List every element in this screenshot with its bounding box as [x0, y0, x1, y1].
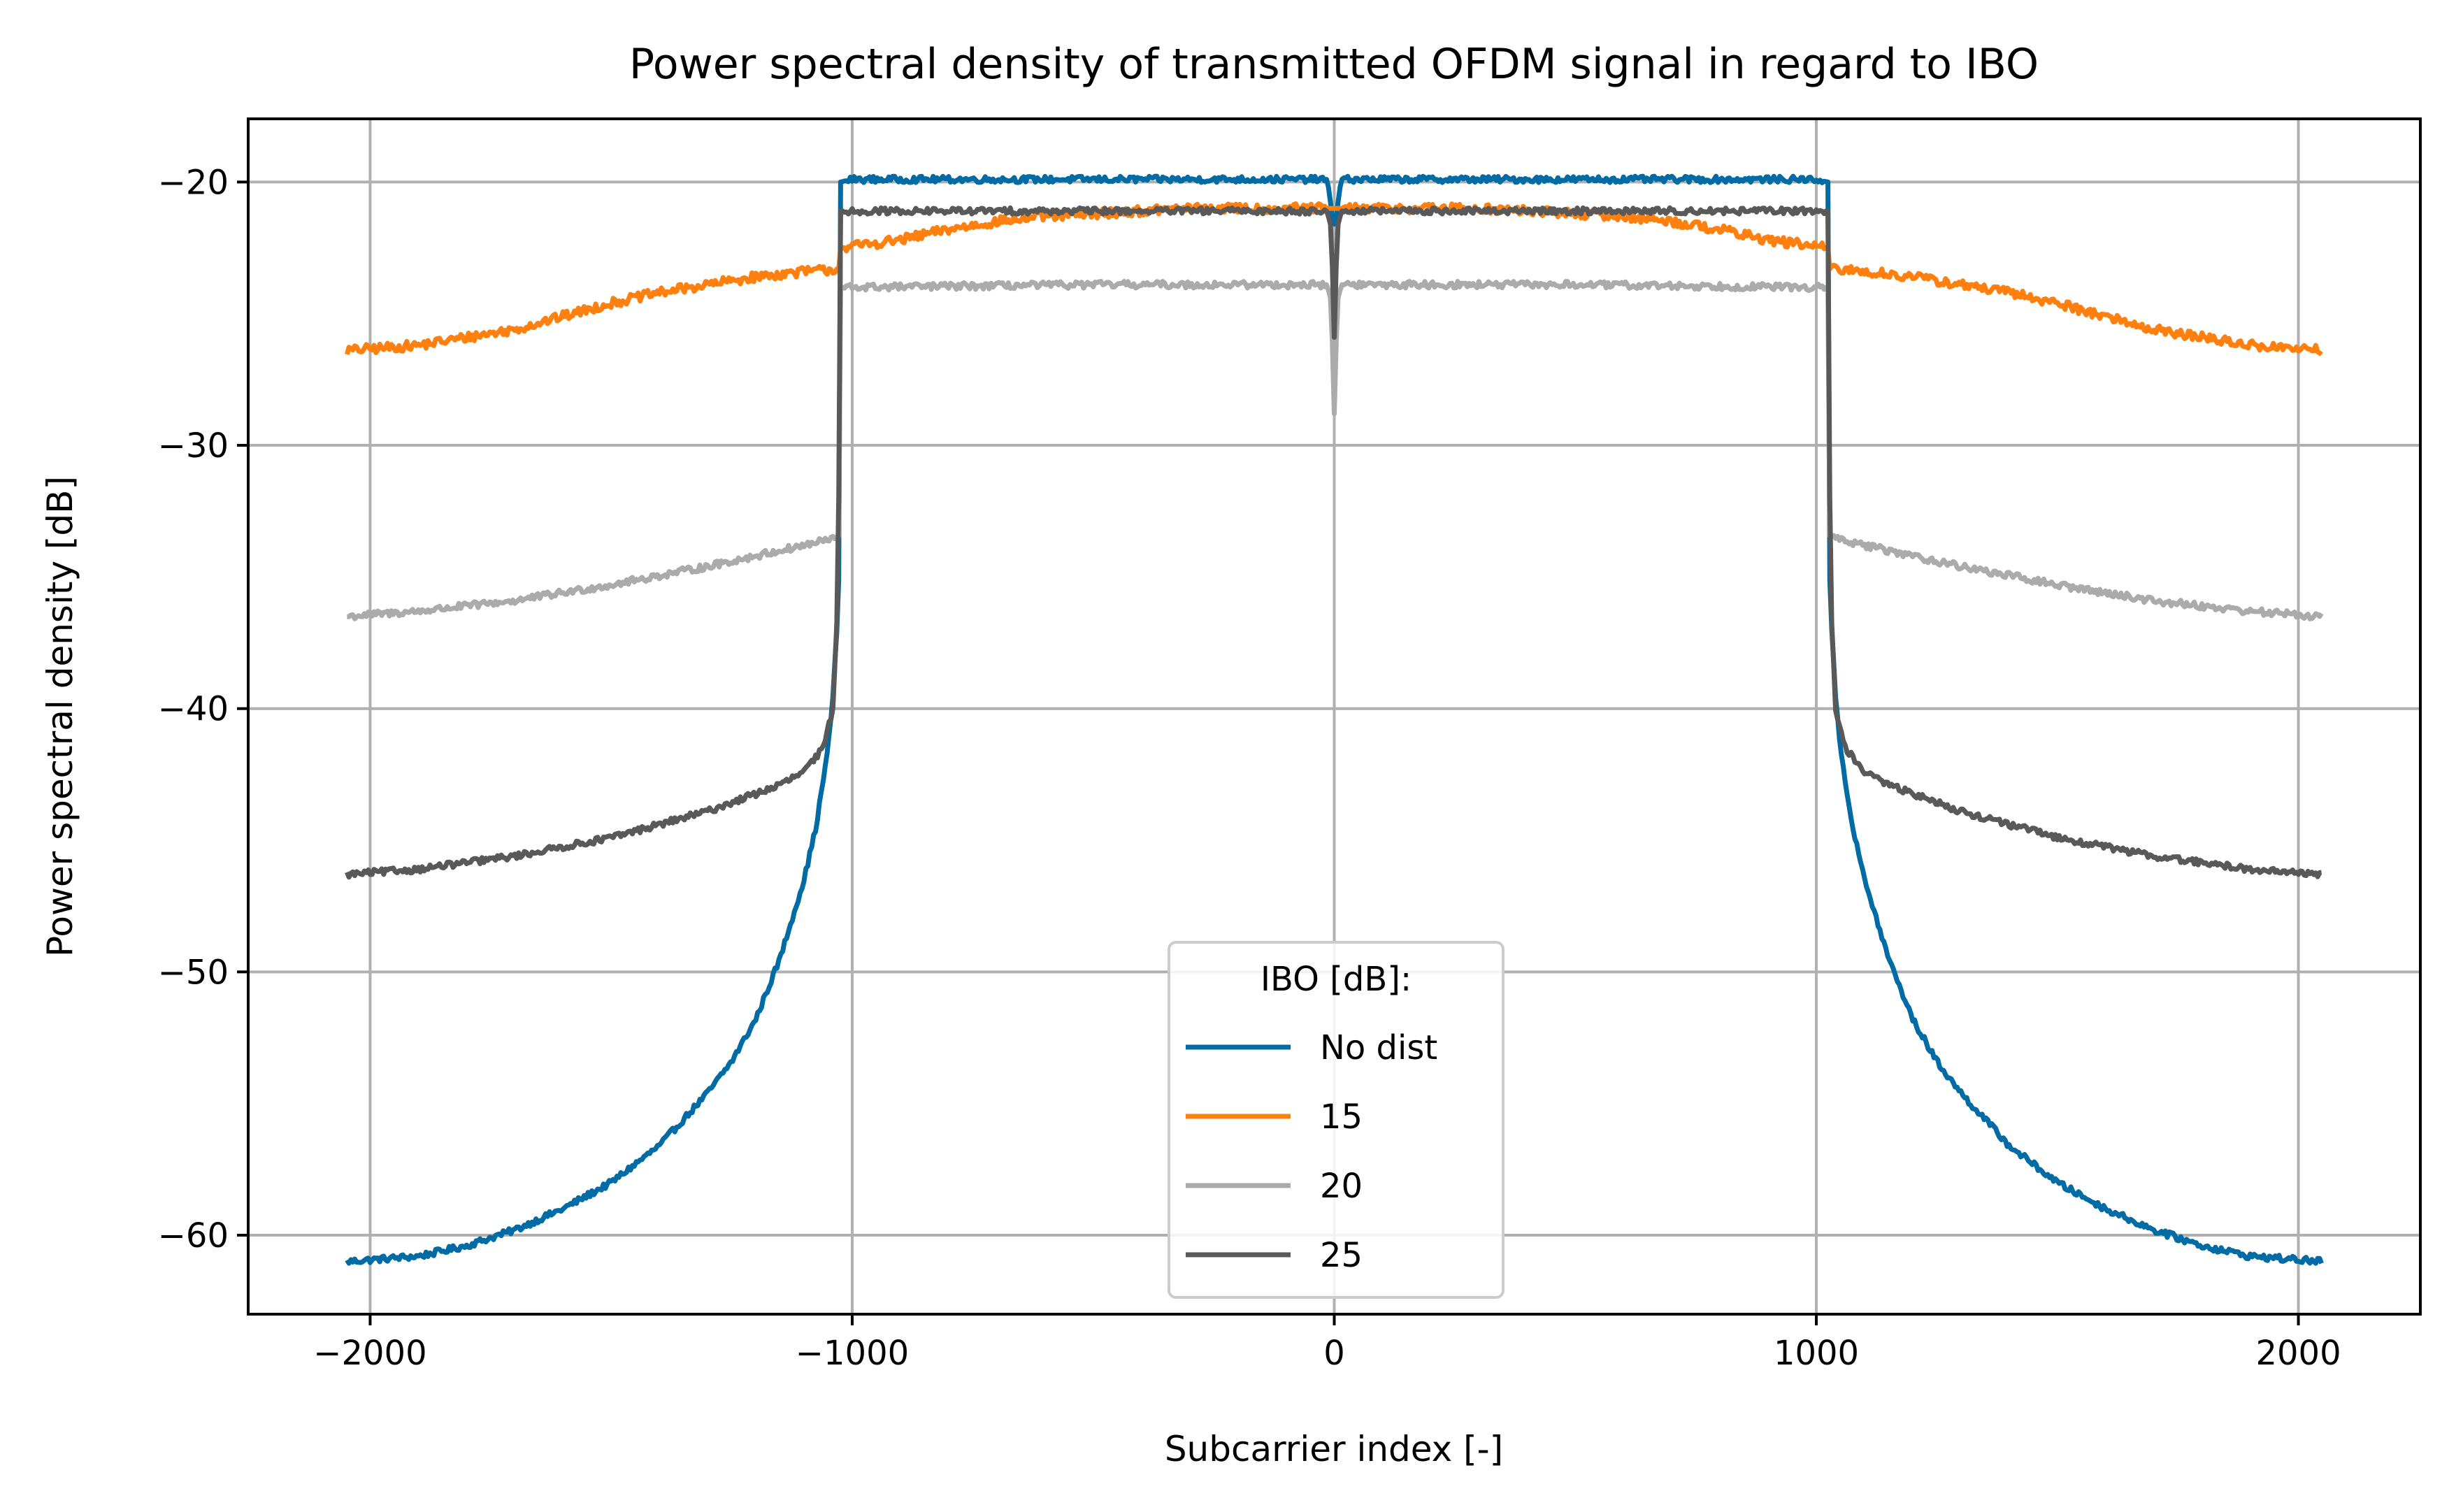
x-tick-label: 0: [1323, 1334, 1345, 1373]
y-tick-label: −40: [158, 690, 229, 729]
x-tick-label: 2000: [2255, 1334, 2341, 1373]
y-tick-label: −20: [158, 163, 229, 202]
y-tick-label: −30: [158, 426, 229, 466]
series-line-25: [345, 205, 2322, 880]
x-tick-label: 1000: [1774, 1334, 1859, 1373]
y-tick-label: −50: [158, 953, 229, 992]
y-tick-label: −60: [158, 1216, 229, 1255]
legend-label: 20: [1320, 1167, 1363, 1206]
legend-label: No dist: [1320, 1028, 1437, 1067]
x-tick-label: −1000: [796, 1334, 909, 1373]
legend-entries: No dist 15 20 25: [1186, 1028, 1437, 1275]
legend: IBO [dB]: No dist 15 20 25: [1168, 941, 1505, 1299]
legend-title: IBO [dB]:: [1261, 960, 1412, 999]
axis-ticks: −2000 −1000 0 1000 2000 −60 −50 −40 −30 −20: [158, 163, 2341, 1373]
series-line-15: [345, 201, 2323, 357]
chart-title: Power spectral density of transmitted OF…: [629, 40, 2039, 89]
legend-label: 25: [1320, 1236, 1363, 1275]
legend-label: 15: [1320, 1097, 1363, 1137]
x-tick-label: −2000: [313, 1334, 426, 1373]
series-lines: [345, 173, 2324, 1266]
y-axis-label: Power spectral density [dB]: [40, 476, 80, 957]
series-line-20: [346, 279, 2324, 621]
series-line-no-dist: [345, 173, 2324, 1266]
legend-box: [1168, 941, 1505, 1299]
x-axis-label: Subcarrier index [-]: [1165, 1429, 1503, 1469]
